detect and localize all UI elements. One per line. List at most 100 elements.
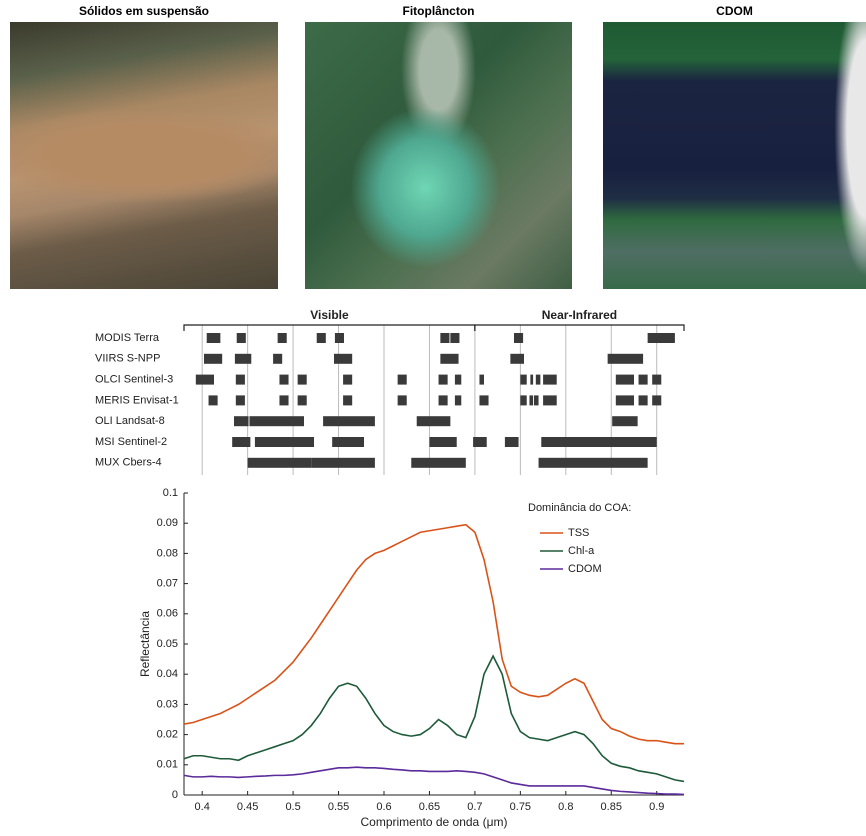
y-tick-label: 0.03 bbox=[157, 698, 178, 710]
x-tick-label: 0.9 bbox=[649, 801, 664, 813]
band bbox=[236, 375, 245, 385]
band bbox=[232, 437, 250, 447]
sensor-label: MSI Sentinel-2 bbox=[95, 436, 167, 448]
y-tick-label: 0.07 bbox=[157, 578, 178, 590]
sensor-label: VIIRS S-NPP bbox=[95, 353, 160, 365]
band bbox=[652, 375, 661, 385]
y-tick-label: 0.02 bbox=[157, 729, 178, 741]
band bbox=[616, 375, 634, 385]
sensor-label: MERIS Envisat-1 bbox=[95, 394, 179, 406]
band bbox=[207, 333, 221, 343]
band bbox=[335, 333, 344, 343]
band bbox=[273, 354, 282, 364]
legend-label: CDOM bbox=[568, 563, 602, 575]
band bbox=[298, 375, 307, 385]
y-tick-label: 0.1 bbox=[163, 487, 178, 499]
band bbox=[652, 395, 661, 405]
band bbox=[552, 437, 657, 447]
band bbox=[236, 395, 245, 405]
band bbox=[639, 375, 648, 385]
band bbox=[616, 395, 634, 405]
band bbox=[520, 375, 526, 385]
legend-title: Dominância do COA: bbox=[528, 502, 631, 514]
band bbox=[479, 395, 488, 405]
band bbox=[440, 333, 449, 343]
band bbox=[311, 458, 375, 468]
band bbox=[196, 375, 214, 385]
band bbox=[332, 437, 364, 447]
band bbox=[543, 395, 557, 405]
band bbox=[248, 458, 312, 468]
legend-label: TSS bbox=[568, 527, 589, 539]
y-tick-label: 0.09 bbox=[157, 517, 178, 529]
band bbox=[510, 354, 524, 364]
band bbox=[439, 375, 448, 385]
region-bracket bbox=[475, 325, 684, 331]
band bbox=[450, 333, 459, 343]
band bbox=[334, 354, 352, 364]
x-tick-label: 0.75 bbox=[510, 801, 531, 813]
band bbox=[536, 375, 541, 385]
region-bracket bbox=[184, 325, 475, 331]
x-tick-label: 0.6 bbox=[376, 801, 391, 813]
band bbox=[505, 437, 519, 447]
series-line bbox=[184, 656, 684, 781]
y-tick-label: 0.05 bbox=[157, 638, 178, 650]
band bbox=[298, 395, 307, 405]
band bbox=[249, 416, 304, 426]
region-label: Near-Infrared bbox=[542, 308, 617, 322]
band bbox=[204, 354, 222, 364]
band bbox=[439, 395, 448, 405]
band bbox=[323, 416, 375, 426]
series-line bbox=[184, 525, 684, 744]
x-tick-label: 0.8 bbox=[558, 801, 573, 813]
sensor-label: MUX Cbers-4 bbox=[95, 457, 162, 469]
band bbox=[514, 333, 523, 343]
y-tick-label: 0 bbox=[172, 789, 178, 801]
y-axis-label: Reflectância bbox=[138, 611, 152, 677]
band bbox=[411, 458, 466, 468]
band bbox=[417, 416, 451, 426]
band bbox=[279, 375, 288, 385]
band bbox=[455, 375, 461, 385]
band bbox=[429, 437, 456, 447]
band bbox=[529, 395, 533, 405]
band bbox=[255, 437, 314, 447]
x-tick-label: 0.45 bbox=[237, 801, 258, 813]
band bbox=[237, 333, 246, 343]
band bbox=[234, 416, 249, 426]
sensor-label: OLI Landsat-8 bbox=[95, 415, 165, 427]
band bbox=[539, 458, 648, 468]
x-tick-label: 0.85 bbox=[601, 801, 622, 813]
band bbox=[317, 333, 326, 343]
band bbox=[608, 354, 643, 364]
band bbox=[209, 395, 218, 405]
legend-label: Chl-a bbox=[568, 545, 595, 557]
y-tick-label: 0.08 bbox=[157, 547, 178, 559]
band bbox=[398, 375, 407, 385]
band bbox=[543, 375, 557, 385]
band bbox=[278, 333, 287, 343]
series-line bbox=[184, 767, 684, 794]
band bbox=[235, 354, 251, 364]
band bbox=[534, 395, 539, 405]
band bbox=[530, 375, 533, 385]
x-tick-label: 0.55 bbox=[328, 801, 349, 813]
region-label: Visible bbox=[310, 308, 349, 322]
band bbox=[455, 395, 461, 405]
band bbox=[440, 354, 458, 364]
x-axis-label: Comprimento de onda (μm) bbox=[361, 815, 508, 829]
y-tick-label: 0.04 bbox=[157, 668, 178, 680]
band bbox=[473, 437, 487, 447]
band bbox=[616, 437, 634, 447]
figure: Sólidos em suspensão Fitoplâncton CDOM V… bbox=[0, 0, 866, 836]
y-tick-label: 0.01 bbox=[157, 759, 178, 771]
band bbox=[479, 375, 484, 385]
sensor-label: OLCI Sentinel-3 bbox=[95, 374, 173, 386]
band bbox=[639, 395, 648, 405]
band bbox=[520, 395, 526, 405]
charts: VisibleNear-InfraredMODIS TerraVIIRS S-N… bbox=[0, 0, 866, 836]
band bbox=[343, 375, 352, 385]
x-tick-label: 0.5 bbox=[285, 801, 300, 813]
x-tick-label: 0.7 bbox=[467, 801, 482, 813]
